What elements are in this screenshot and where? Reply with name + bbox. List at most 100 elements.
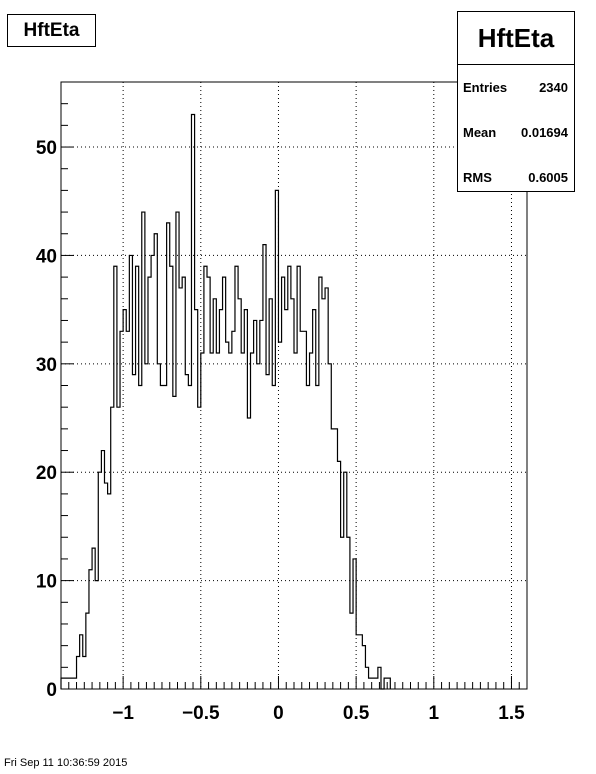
histogram-bin	[64, 678, 67, 689]
histogram-bin	[182, 277, 185, 689]
timestamp-footer: Fri Sep 11 10:36:59 2015	[4, 757, 128, 769]
histogram-bin	[263, 245, 266, 689]
histogram-bin	[269, 299, 272, 689]
histogram-bin	[129, 255, 132, 689]
histogram-bin	[251, 353, 254, 689]
histogram-bin	[294, 353, 297, 689]
histogram-bin	[148, 277, 151, 689]
histogram-bin	[325, 288, 328, 689]
histogram-bin	[176, 212, 179, 689]
histogram-bin	[229, 353, 232, 689]
histogram-bin	[123, 310, 126, 689]
chart-title: HftEta	[7, 14, 96, 47]
histogram-bin	[219, 310, 222, 689]
histogram-bin	[154, 234, 157, 689]
histogram-bin	[86, 613, 89, 689]
histogram-bin	[278, 342, 281, 689]
histogram-bin	[235, 266, 238, 689]
histogram-bin	[319, 277, 322, 689]
histogram-bin	[226, 342, 229, 689]
histogram-bin	[117, 407, 120, 689]
x-tick-label: −1	[112, 703, 134, 724]
histogram-series	[60, 113, 391, 690]
histogram-outline	[60, 113, 391, 690]
histogram-bin	[210, 353, 213, 689]
histogram-bin	[145, 364, 148, 689]
histogram-bin	[157, 364, 160, 689]
stats-title: HftEta	[458, 12, 574, 65]
histogram-bin	[173, 396, 176, 689]
histogram-bin	[98, 472, 101, 689]
histogram-bin	[126, 331, 129, 689]
histogram-bin	[164, 386, 167, 690]
histogram-bin	[247, 418, 250, 689]
histogram-bin	[92, 548, 95, 689]
x-tick-label: 1	[429, 703, 440, 724]
histogram-bin	[272, 386, 275, 690]
histogram-bin	[95, 581, 98, 689]
stats-label: Mean	[463, 125, 497, 140]
y-tick-label: 0	[46, 680, 57, 701]
histogram-bin	[303, 331, 306, 689]
histogram-bin	[238, 299, 241, 689]
stats-label: RMS	[463, 170, 492, 185]
stats-box: HftEta Entries 2340 Mean 0.01694 RMS 0.6…	[457, 11, 575, 192]
histogram-bin	[195, 310, 198, 689]
histogram-bin	[353, 559, 356, 689]
histogram-bin	[204, 266, 207, 689]
histogram-bin	[241, 353, 244, 689]
histogram-bin	[139, 386, 142, 690]
x-tick-label: 0	[273, 703, 284, 724]
histogram-bin	[260, 320, 263, 689]
histogram-bin	[310, 353, 313, 689]
y-tick-label: 20	[36, 463, 57, 484]
histogram-bin	[70, 678, 73, 689]
histogram-bin	[120, 331, 123, 689]
histogram-bin	[244, 310, 247, 689]
x-tick-labels: −1 −0.5 0 0.5 1 1.5	[112, 703, 525, 724]
histogram-bin	[167, 223, 170, 689]
stats-value: 0.6005	[528, 170, 568, 185]
histogram-bin	[188, 386, 191, 690]
histogram-bin	[337, 461, 340, 689]
histogram-bin	[291, 299, 294, 689]
histogram-bin	[104, 483, 107, 689]
histogram-bin	[313, 310, 316, 689]
histogram-bin	[101, 451, 104, 689]
histogram-bin	[306, 386, 309, 690]
histogram-bin	[136, 266, 139, 689]
histogram-bin	[191, 115, 194, 689]
histogram-bin	[297, 266, 300, 689]
y-tick-label: 30	[36, 355, 57, 376]
histogram-bin	[80, 635, 83, 689]
y-tick-label: 40	[36, 246, 57, 267]
histogram-bin	[257, 364, 260, 689]
histogram-bin	[198, 407, 201, 689]
histogram-bin	[266, 375, 269, 689]
histogram-bin	[282, 277, 285, 689]
y-tick-labels: 0 10 20 30 40 50	[36, 138, 57, 701]
histogram-bin	[350, 613, 353, 689]
stats-value: 0.01694	[521, 125, 568, 140]
histogram-bin	[328, 364, 331, 689]
stats-row-entries: Entries 2340	[458, 65, 574, 110]
histogram-bin	[223, 277, 226, 689]
histogram-bin	[375, 678, 378, 689]
stats-label: Entries	[463, 80, 508, 95]
histogram-bin	[347, 537, 350, 689]
histogram-bin	[108, 494, 111, 689]
x-tick-label: 1.5	[498, 703, 525, 724]
histogram-bin	[179, 288, 182, 689]
stats-row-rms: RMS 0.6005	[458, 155, 574, 200]
histogram-bin	[359, 635, 362, 689]
histogram-bin	[331, 429, 334, 689]
histogram-bin	[160, 386, 163, 690]
histogram-bin	[344, 472, 347, 689]
histogram-bin	[170, 266, 173, 689]
histogram-bin	[185, 375, 188, 689]
histogram-bin	[316, 386, 319, 690]
histogram-bin	[207, 277, 210, 689]
histogram-bin	[132, 375, 135, 689]
x-tick-label: −0.5	[182, 703, 220, 724]
